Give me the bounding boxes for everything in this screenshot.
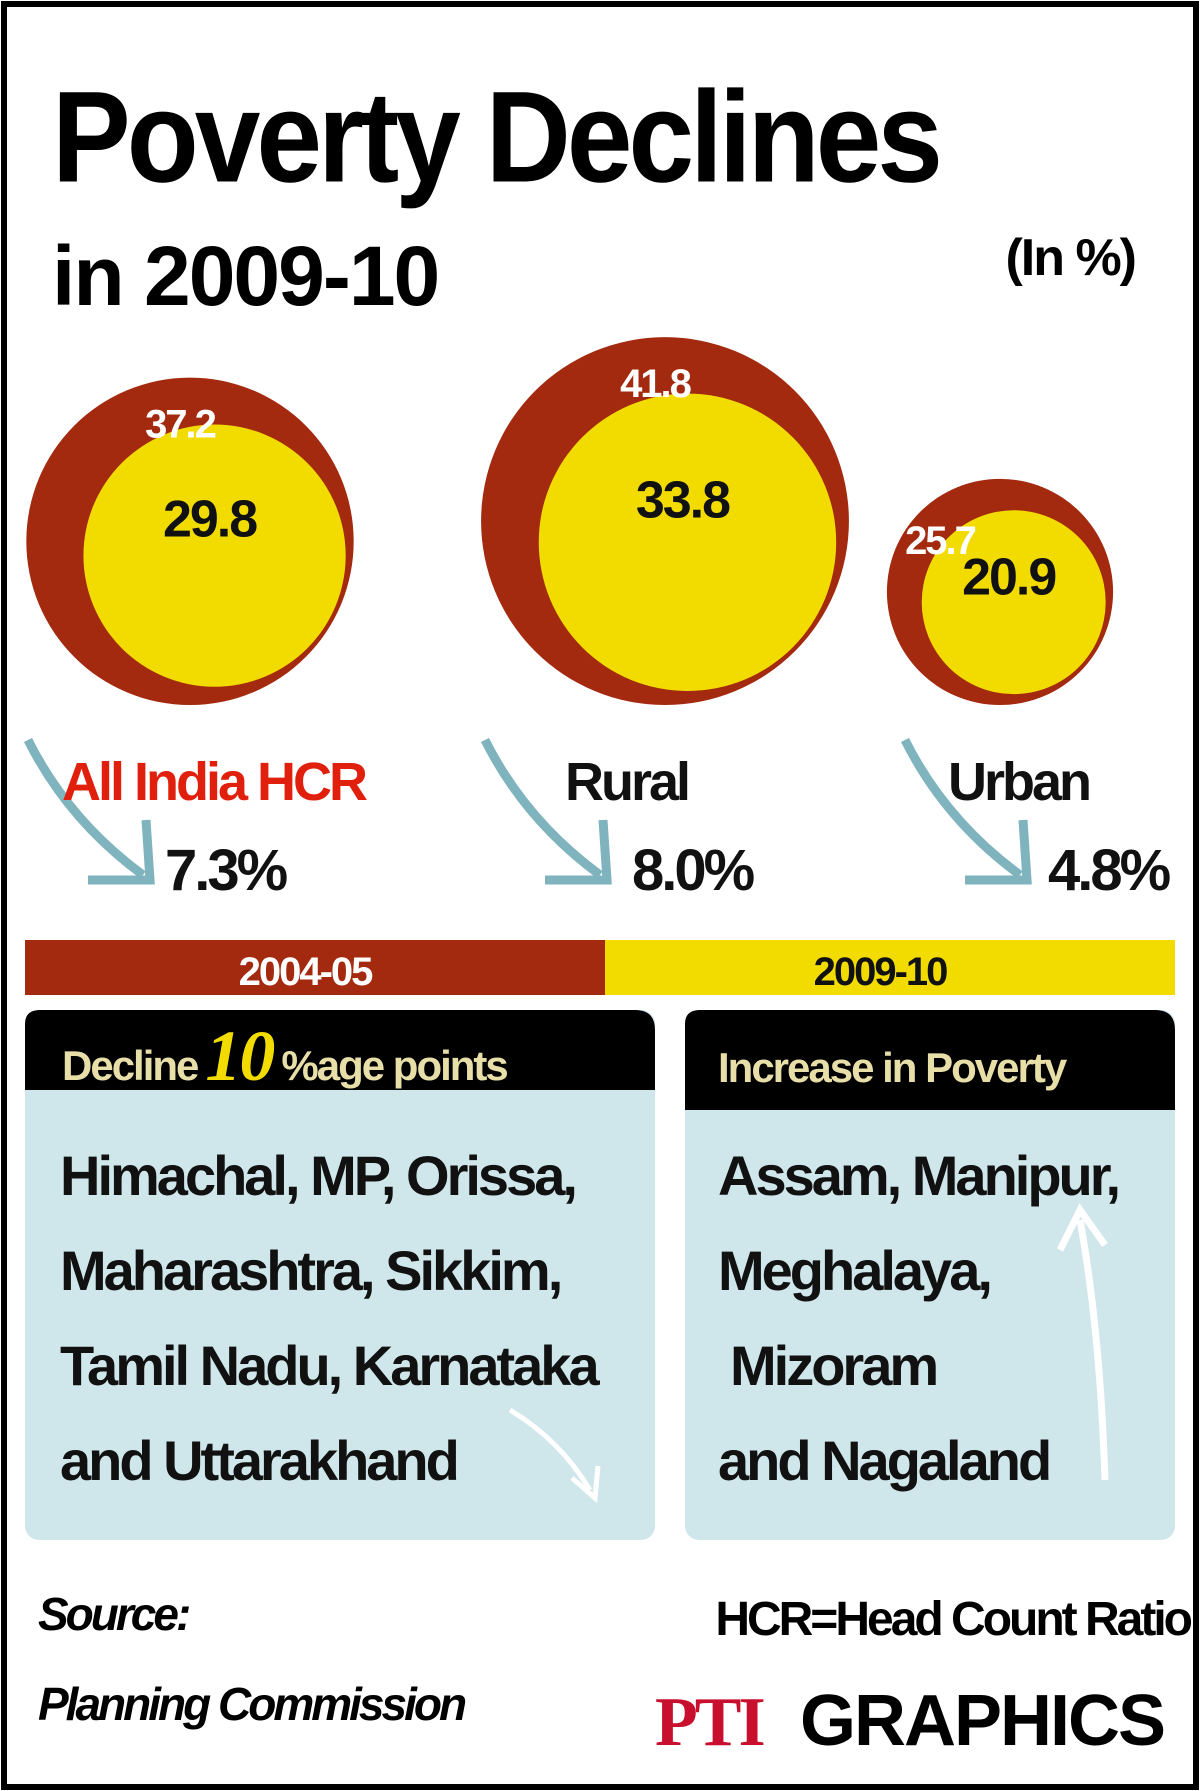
arrow-head — [545, 819, 612, 885]
decline-label: 4.8% — [1048, 838, 1171, 903]
legend-label: 2009-10 — [814, 950, 948, 994]
decline-box: Decline 10 %age points Himachal, MP, Oriss… — [25, 1010, 655, 1540]
box-header — [25, 1010, 655, 1090]
subtitle: in 2009-10 — [52, 229, 438, 323]
arrow-head — [965, 819, 1032, 885]
title: Poverty Declines — [52, 65, 939, 209]
value-label: 25.7 — [905, 519, 976, 563]
increase-box: Increase in Poverty Assam, Manipur, Megha… — [685, 1010, 1175, 1540]
state-line: Tamil Nadu, Karnataka — [60, 1334, 600, 1397]
logo: PTI — [655, 1684, 763, 1761]
value-label: 41.8 — [620, 362, 692, 406]
box-title: Increase in Poverty — [718, 1044, 1068, 1091]
logo-text: GRAPHICS — [800, 1681, 1164, 1761]
arrow — [508, 1407, 593, 1492]
value-label: 33.8 — [636, 472, 730, 530]
decline-label: 8.0% — [632, 838, 755, 903]
arrow — [23, 737, 146, 879]
state-line: Mizoram — [730, 1334, 936, 1397]
state-line: Himachal, MP, Orissa, — [60, 1144, 575, 1207]
unit: (In %) — [1005, 229, 1135, 287]
bubble — [538, 393, 837, 692]
arrow — [1076, 1219, 1109, 1481]
state-line: Meghalaya, — [718, 1239, 990, 1302]
state-line: and Uttarakhand — [60, 1429, 457, 1492]
bubbles: 37.2 29.8 41.8 33.8 25.720.9 — [26, 337, 1114, 705]
bubble — [921, 510, 1106, 695]
box-title: Decline 10 %age points — [62, 1016, 507, 1096]
value-label: 37.2 — [145, 403, 216, 447]
box-header — [685, 1010, 1175, 1110]
source-label: Source: — [38, 1588, 189, 1640]
value-label: 20.9 — [962, 549, 1055, 607]
category-label: Rural — [565, 752, 688, 812]
arrow — [480, 737, 603, 879]
arrow-head — [1056, 1203, 1108, 1252]
legend-swatch — [605, 940, 1175, 995]
state-line: Assam, Manipur, — [718, 1144, 1118, 1207]
box-background — [685, 1010, 1175, 1540]
state-line: Maharashtra, Sikkim, — [60, 1239, 560, 1302]
legend-label: 2004-05 — [239, 950, 374, 994]
legend-swatch — [25, 940, 605, 995]
arrow — [900, 737, 1023, 879]
arrow-head — [88, 819, 155, 885]
source: Planning Commission — [38, 1678, 466, 1730]
decline-label: 7.3% — [165, 838, 288, 903]
state-line: and Nagaland — [718, 1429, 1049, 1492]
arrow-head — [570, 1465, 601, 1504]
box-background — [25, 1010, 655, 1540]
category-label: All India HCR — [62, 752, 367, 812]
bubble — [83, 424, 346, 687]
note: HCR=Head Count Ratio — [715, 1593, 1191, 1646]
value-label: 29.8 — [163, 490, 257, 548]
category-label: Urban — [948, 752, 1089, 812]
